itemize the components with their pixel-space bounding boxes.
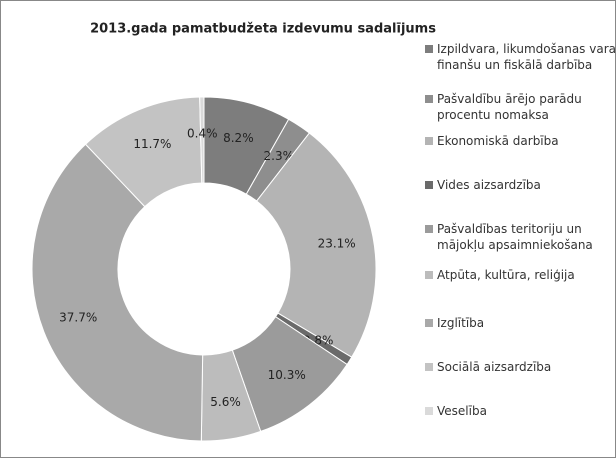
legend-swatch <box>425 95 433 103</box>
data-label: 37.7% <box>59 311 97 325</box>
donut-segment <box>199 96 205 184</box>
legend-label: Pašvaldības teritoriju un mājokļu apsaim… <box>437 222 593 252</box>
legend-swatch <box>425 137 433 145</box>
legend-label: Ekonomiskā darbība <box>437 134 559 148</box>
legend-item: Pašvaldības teritoriju un mājokļu apsaim… <box>425 221 615 253</box>
data-label: 10.3% <box>268 368 306 382</box>
legend-label: Vides aizsardzība <box>437 178 541 192</box>
legend-swatch <box>425 45 433 53</box>
legend-item: Atpūta, kultūra, reliģija <box>425 267 615 283</box>
data-label: 5.6% <box>210 395 241 409</box>
data-label: 0.4% <box>187 127 218 141</box>
legend-swatch <box>425 363 433 371</box>
legend-swatch <box>425 319 433 327</box>
legend-label: Veselība <box>437 404 487 418</box>
legend-label: Atpūta, kultūra, reliģija <box>437 268 575 282</box>
legend-item: Izglītība <box>425 315 615 331</box>
legend-label: Izpildvara, likumdošanas vara, finanšu u… <box>437 42 616 72</box>
legend-swatch <box>425 407 433 415</box>
legend-label: Sociālā aizsardzība <box>437 360 552 374</box>
legend-swatch <box>425 181 433 189</box>
legend-item: Veselība <box>425 403 615 419</box>
data-label: 8.2% <box>223 131 254 145</box>
legend-item: Izpildvara, likumdošanas vara, finanšu u… <box>425 41 616 73</box>
legend-item: Pašvaldību ārējo parādu procentu nomaksa <box>425 91 615 123</box>
data-label: 23.1% <box>318 236 356 250</box>
data-label: 2.3% <box>264 149 295 163</box>
donut-segment <box>31 143 204 442</box>
legend-item: Sociālā aizsardzība <box>425 359 615 375</box>
data-label: 11.7% <box>133 137 171 151</box>
legend-swatch <box>425 271 433 279</box>
legend-item: Ekonomiskā darbība <box>425 133 615 149</box>
legend-label: Pašvaldību ārējo parādu procentu nomaksa <box>437 92 582 122</box>
legend-swatch <box>425 225 433 233</box>
donut-segment <box>255 132 377 358</box>
legend-label: Izglītība <box>437 316 485 330</box>
chart-title: 2013.gada pamatbudžeta izdevumu sadalīju… <box>90 22 436 37</box>
legend-item: Vides aizsardzība <box>425 177 615 193</box>
